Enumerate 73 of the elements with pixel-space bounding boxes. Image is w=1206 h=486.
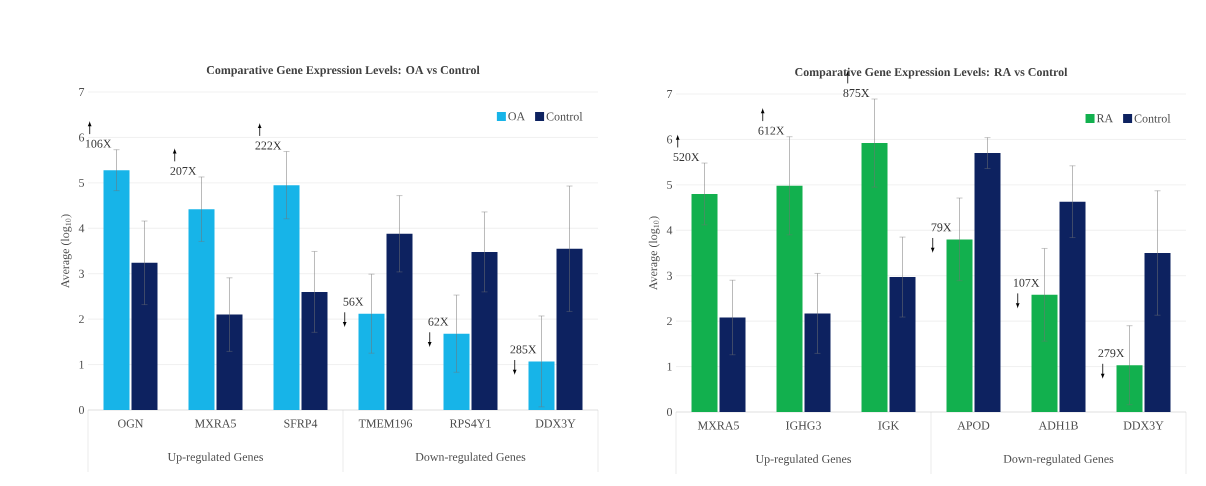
legend-label: OA	[508, 112, 526, 121]
y-tick-label: 0	[666, 407, 673, 417]
annotation: 222X	[255, 141, 282, 150]
x-tick-label: IGK	[878, 421, 900, 430]
annotation: 279X	[1098, 349, 1125, 358]
bar	[131, 262, 158, 410]
y-tick-label: 7	[79, 88, 85, 96]
bar	[776, 185, 803, 412]
annotation: 56X	[343, 297, 364, 306]
bar	[861, 143, 888, 412]
text: Up-regulated Genes	[755, 454, 852, 466]
annotation: 285X	[510, 345, 537, 354]
y-tick-label: 5	[79, 178, 85, 187]
bar	[946, 239, 973, 412]
y-tick-label: 1	[79, 360, 84, 369]
y-tick-label: 2	[667, 317, 672, 326]
y-tick-label: 7	[667, 90, 673, 98]
y-tick-label: 4	[78, 224, 85, 233]
x-tick-label: DDX3Y	[535, 419, 576, 428]
bar	[1059, 201, 1086, 412]
bar	[358, 313, 385, 410]
annotation: 612X	[758, 126, 785, 135]
y-tick-label: 2	[79, 315, 84, 324]
bar	[386, 233, 413, 410]
x-tick-label: MXRA5	[194, 419, 236, 428]
x-tick-label: IGHG3	[786, 421, 821, 430]
y-tick-label: 1	[667, 362, 672, 371]
annotation: 107X	[1013, 278, 1040, 287]
bar	[471, 251, 498, 410]
x-tick-label: TMEM196	[358, 419, 413, 428]
y-axis-title: Average (log$_{10}$)	[648, 216, 660, 291]
bar	[974, 153, 1001, 412]
x-tick-label: APOD	[957, 421, 990, 430]
y-tick-label: 3	[79, 269, 85, 278]
y-tick-label: 5	[667, 180, 673, 189]
bar	[804, 313, 831, 412]
x-tick-label: MXRA5	[697, 421, 739, 430]
y-tick-label: 6	[79, 133, 85, 142]
bar	[301, 291, 328, 410]
y-tick-label: 6	[667, 135, 673, 144]
bar	[1144, 253, 1171, 412]
bar	[1031, 294, 1058, 412]
bar	[216, 314, 243, 410]
y-tick-label: 0	[78, 405, 85, 415]
bar	[691, 193, 718, 412]
annotation: 207X	[170, 166, 197, 175]
y-tick-label: 3	[667, 271, 673, 280]
y-axis-title: Average (log$_{10}$)	[60, 214, 72, 289]
bar	[273, 185, 300, 410]
x-tick-label: DDX3Y	[1123, 421, 1164, 430]
y-tick-label: 4	[666, 226, 673, 235]
bar	[719, 317, 746, 412]
x-tick-label: RPS4Y1	[449, 419, 491, 428]
chart-title: Comparative Gene Expression Levels: RA vs Control	[795, 67, 1068, 79]
text: Up-regulated Genes	[167, 452, 264, 464]
legend-label: RA	[1096, 114, 1114, 123]
legend-label: Control	[1134, 114, 1171, 123]
legend-label: Control	[546, 112, 583, 121]
x-tick-label: SFRP4	[284, 419, 318, 428]
annotation: 520X	[673, 153, 700, 162]
annotation: 875X	[843, 88, 870, 98]
bar	[188, 209, 215, 410]
annotation: 106X	[85, 139, 112, 148]
x-tick-label: ADH1B	[1038, 421, 1078, 430]
text: Down-regulated Genes	[415, 452, 526, 464]
annotation: 62X	[428, 317, 449, 326]
bar	[556, 248, 583, 410]
annotation: 79X	[931, 223, 952, 232]
chart-title: Comparative Gene Expression Levels: OA vs Control	[206, 65, 480, 77]
bar	[889, 277, 916, 412]
x-tick-label: OGN	[118, 419, 144, 428]
bar	[103, 170, 130, 410]
text: Down-regulated Genes	[1003, 454, 1114, 466]
